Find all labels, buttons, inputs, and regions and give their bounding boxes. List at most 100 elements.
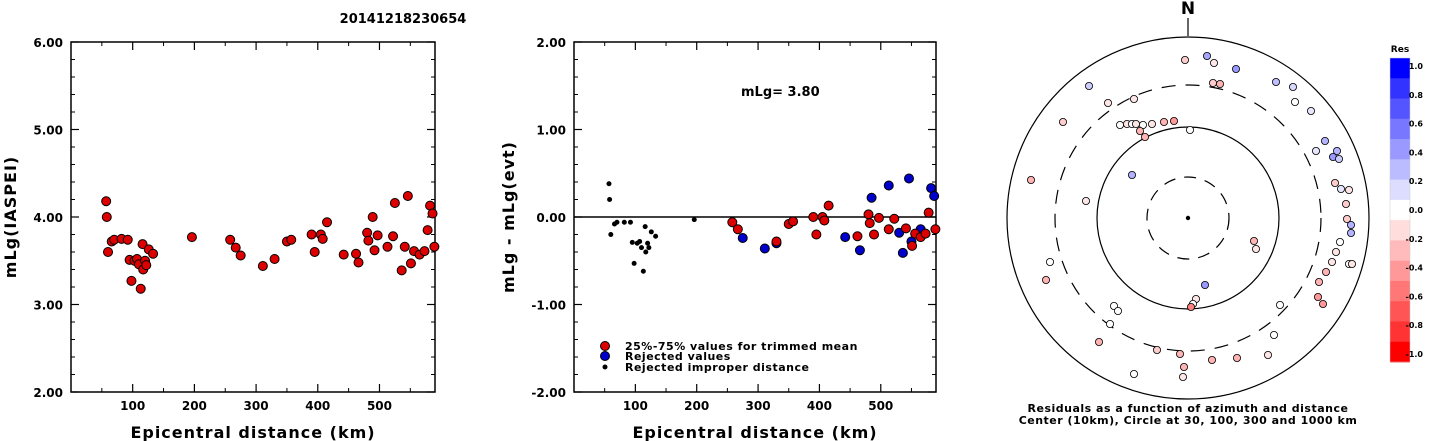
colorbar-label: -0.4 (1406, 264, 1424, 273)
x-tick-label: 500 (367, 399, 392, 413)
circle-30km (1146, 176, 1230, 260)
data-point (396, 265, 407, 276)
station-marker (1179, 372, 1188, 381)
data-point (402, 191, 413, 201)
data-point (225, 234, 236, 245)
data-point (309, 247, 320, 257)
station-marker (1345, 185, 1354, 194)
station-marker (1264, 350, 1273, 359)
station-marker (1148, 120, 1157, 129)
trimmed-point (727, 217, 738, 228)
y-axis-title: mLg(IASPEI) (1, 156, 20, 278)
station-marker (1315, 277, 1324, 286)
colorbar-label: 0.6 (1409, 120, 1424, 129)
station-marker (1252, 244, 1261, 253)
colorbar-swatch (1390, 301, 1410, 322)
data-point (338, 249, 349, 260)
y-tick-label: 6.00 (33, 36, 63, 50)
station-marker (1176, 349, 1185, 358)
legend-marker-rejected (600, 351, 610, 361)
rejected-point (866, 192, 877, 203)
station-marker (1314, 292, 1323, 301)
trimmed-point (771, 236, 782, 247)
trimmed-point (873, 212, 884, 223)
legend-label-improper: Rejected improper distance (625, 361, 809, 374)
station-marker (1085, 82, 1094, 91)
station-marker (1307, 107, 1316, 116)
station-marker (1232, 65, 1241, 74)
colorbar-border (1389, 57, 1411, 363)
colorbar-swatch (1390, 139, 1410, 160)
y-tick-label: -2.00 (531, 386, 566, 400)
trimmed-point (811, 229, 822, 240)
improper-distance-point (607, 197, 613, 202)
data-point (389, 198, 400, 208)
data-point (235, 250, 246, 261)
station-marker (1342, 199, 1351, 208)
colorbar-title: Res (1391, 45, 1409, 55)
station-marker (1186, 126, 1195, 135)
rejected-point (759, 243, 770, 254)
x-tick-label: 300 (244, 399, 269, 413)
station-marker (1128, 170, 1137, 179)
station-marker (1333, 146, 1342, 155)
data-point (422, 225, 433, 236)
data-point (141, 260, 152, 271)
legend-label-trimmed: 25%-75% values for trimmed mean (625, 340, 858, 353)
trimmed-point (823, 200, 834, 211)
colorbar-swatch (1390, 179, 1410, 201)
data-point (429, 241, 440, 252)
improper-distance-point (648, 229, 654, 235)
data-point (382, 241, 393, 252)
data-point (351, 248, 362, 259)
data-point (353, 257, 364, 268)
station-marker (1059, 118, 1068, 127)
improper-distance-point (637, 239, 643, 244)
station-marker (1321, 136, 1330, 145)
station-marker (1210, 59, 1219, 68)
trimmed-point (863, 209, 874, 220)
improper-distance-point (627, 219, 633, 225)
trimmed-point (907, 240, 918, 251)
colorbar-label: 0.8 (1409, 91, 1424, 100)
colorbar-swatch (1390, 240, 1410, 262)
x-tick-label: 400 (305, 399, 330, 413)
improper-distance-point (608, 232, 614, 237)
colorbar-swatch (1390, 98, 1410, 120)
data-point (257, 261, 268, 271)
y-tick-label: 4.00 (33, 211, 63, 225)
data-point (269, 254, 280, 264)
data-point (317, 233, 328, 244)
station-marker (1181, 56, 1190, 65)
data-point (306, 229, 317, 240)
axis-ticks: 100 200 300 400 500 2.00 3.00 4.00 5.00 6.00 (33, 36, 435, 413)
station-marker (1106, 319, 1115, 328)
station-marker (1336, 237, 1345, 246)
station-marker (1042, 275, 1051, 284)
station-marker (1203, 52, 1212, 61)
circle-300km (1054, 84, 1322, 352)
improper-distance-point (629, 239, 635, 245)
colorbar-label: 0.2 (1409, 177, 1423, 186)
data-point (126, 275, 137, 286)
x-tick-label: 200 (684, 399, 709, 413)
station-marker (1082, 196, 1091, 205)
station-markers (1027, 52, 1357, 381)
station-marker (1187, 302, 1196, 311)
improper-distance-point (645, 240, 651, 246)
data-point (122, 234, 133, 245)
station-marker (1250, 236, 1259, 245)
trimmed-point (869, 229, 880, 240)
x-tick-label: 100 (120, 399, 145, 413)
colorbar-swatch (1390, 321, 1410, 343)
colorbar-swatch (1390, 58, 1410, 79)
station-marker (1343, 214, 1352, 223)
station-marker (1291, 98, 1300, 107)
y-tick-label: 2.00 (536, 36, 566, 50)
colorbar-swatch (1390, 159, 1410, 181)
x-tick-label: 300 (746, 399, 771, 413)
colorbar-label: -0.6 (1406, 292, 1424, 301)
trimmed-point (930, 224, 941, 235)
colorbar-swatch (1390, 220, 1410, 241)
station-marker (1027, 175, 1036, 184)
